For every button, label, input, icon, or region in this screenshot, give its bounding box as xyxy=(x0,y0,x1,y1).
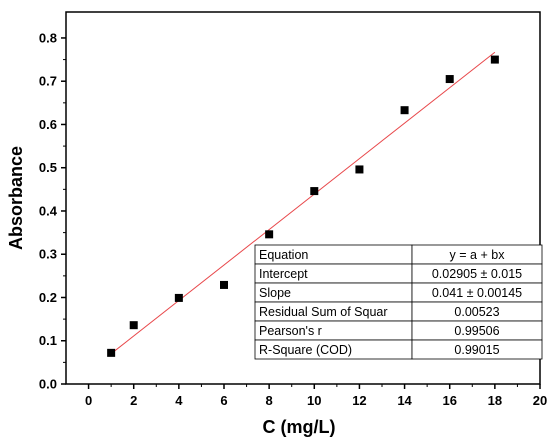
y-tick-label: 0.3 xyxy=(39,247,57,262)
data-point xyxy=(445,75,454,84)
plot-area-border xyxy=(65,11,541,385)
table-row-label: Intercept xyxy=(259,267,308,281)
data-point xyxy=(220,280,228,289)
x-tick-label: 6 xyxy=(220,393,227,408)
y-tick-label: 0.7 xyxy=(39,74,57,89)
data-point xyxy=(490,55,499,64)
data-point xyxy=(174,293,183,302)
table-row-label: Slope xyxy=(259,286,291,300)
x-tick-label: 16 xyxy=(442,393,456,408)
table-row-label: Equation xyxy=(259,248,308,262)
x-tick-label: 4 xyxy=(175,393,183,408)
y-tick-label: 0.0 xyxy=(39,377,57,392)
x-tick-label: 2 xyxy=(130,393,137,408)
table-row-value: y = a + bx xyxy=(450,248,506,262)
table-row-value: 0.99506 xyxy=(454,324,499,338)
y-tick-label: 0.4 xyxy=(39,203,58,218)
data-point xyxy=(355,165,364,174)
x-tick-label: 0 xyxy=(85,393,92,408)
x-tick-label: 8 xyxy=(266,393,273,408)
table-row-label: Pearson's r xyxy=(259,324,322,338)
data-point xyxy=(107,348,116,357)
y-tick-label: 0.2 xyxy=(39,290,57,305)
y-tick-label: 0.1 xyxy=(39,333,57,348)
axis-ticks: 0 2 4 6 8 10 12 14 16 18 20 0.0 0.1 0.2 0.3 0.4 0.5 0.6 0.… xyxy=(39,30,547,408)
table-row-value: 0.02905 ± 0.015 xyxy=(432,267,522,281)
x-tick-label: 14 xyxy=(397,393,412,408)
x-tick-label: 12 xyxy=(352,393,366,408)
y-tick-label: 0.6 xyxy=(39,117,57,132)
y-tick-label: 0.8 xyxy=(39,30,57,45)
data-points xyxy=(107,55,499,357)
fit-line xyxy=(110,51,496,355)
data-point xyxy=(310,187,319,196)
x-tick-label: 20 xyxy=(533,393,547,408)
data-point xyxy=(265,230,274,239)
y-axis-title: Absorbance xyxy=(6,146,26,250)
table-row-value: 0.041 ± 0.00145 xyxy=(432,286,522,300)
x-tick-label: 10 xyxy=(307,393,321,408)
table-row-value: 0.00523 xyxy=(454,305,499,319)
fit-line-group xyxy=(110,51,496,355)
table-row-value: 0.99015 xyxy=(454,343,499,357)
y-tick-label: 0.5 xyxy=(39,160,57,175)
stats-table: Equation y = a + bx Intercept 0.02905 ± 0.0… xyxy=(254,244,543,360)
table-cell-value xyxy=(411,339,543,360)
x-tick-label: 18 xyxy=(488,393,502,408)
plot-frame xyxy=(65,11,541,385)
data-point xyxy=(129,321,138,330)
table-row-label: R-Square (COD) xyxy=(259,343,352,357)
data-point xyxy=(400,106,409,115)
table-row-label: Residual Sum of Squar xyxy=(259,305,388,319)
x-axis-title: C (mg/L) xyxy=(263,417,336,437)
